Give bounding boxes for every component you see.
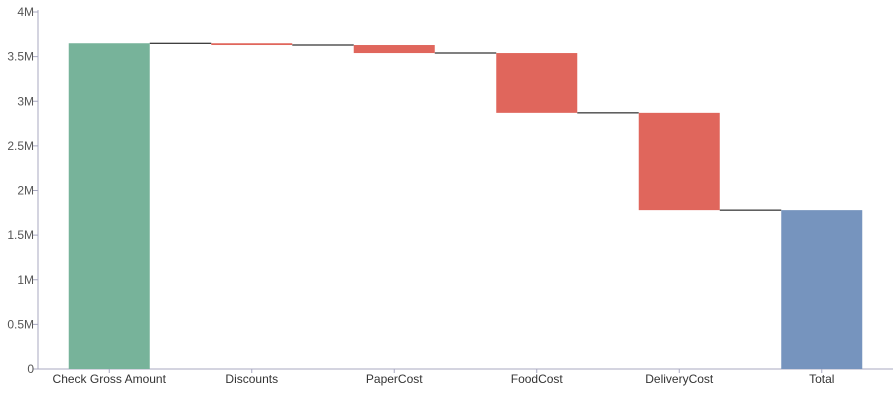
x-tick-label: DeliveryCost: [645, 372, 714, 386]
y-tick-label: 0: [27, 362, 34, 376]
x-tick-label: PaperCost: [366, 372, 423, 386]
x-tick-label: Discounts: [225, 372, 278, 386]
y-tick-label: 1.5M: [7, 228, 34, 242]
x-tick-label: Check Gross Amount: [53, 372, 167, 386]
x-axis: Check Gross Amount Discounts PaperCost Food…: [38, 368, 893, 386]
y-axis: 0 0.5M 1M 1.5M 2M 2.5M 3M 3.5M 4M: [7, 5, 39, 376]
y-tick-label: 4M: [17, 5, 34, 19]
y-tick-label: 3.5M: [7, 50, 34, 64]
bar-papercost: [353, 45, 435, 54]
y-tick-label: 2M: [17, 184, 34, 198]
y-tick-label: 2.5M: [7, 139, 34, 153]
x-tick-label: Total: [809, 372, 834, 386]
bar-total: [781, 210, 863, 369]
y-tick-label: 3M: [17, 94, 34, 108]
y-tick-label: 1M: [17, 273, 34, 287]
bars: [68, 43, 863, 370]
connector-lines: [149, 42, 782, 211]
bar-foodcost: [496, 53, 578, 113]
y-tick-label: 0.5M: [7, 317, 34, 331]
bar-check-gross-amount: [68, 43, 150, 370]
x-tick-label: FoodCost: [511, 372, 564, 386]
bar-deliverycost: [638, 112, 720, 211]
bar-discounts: [211, 43, 293, 46]
